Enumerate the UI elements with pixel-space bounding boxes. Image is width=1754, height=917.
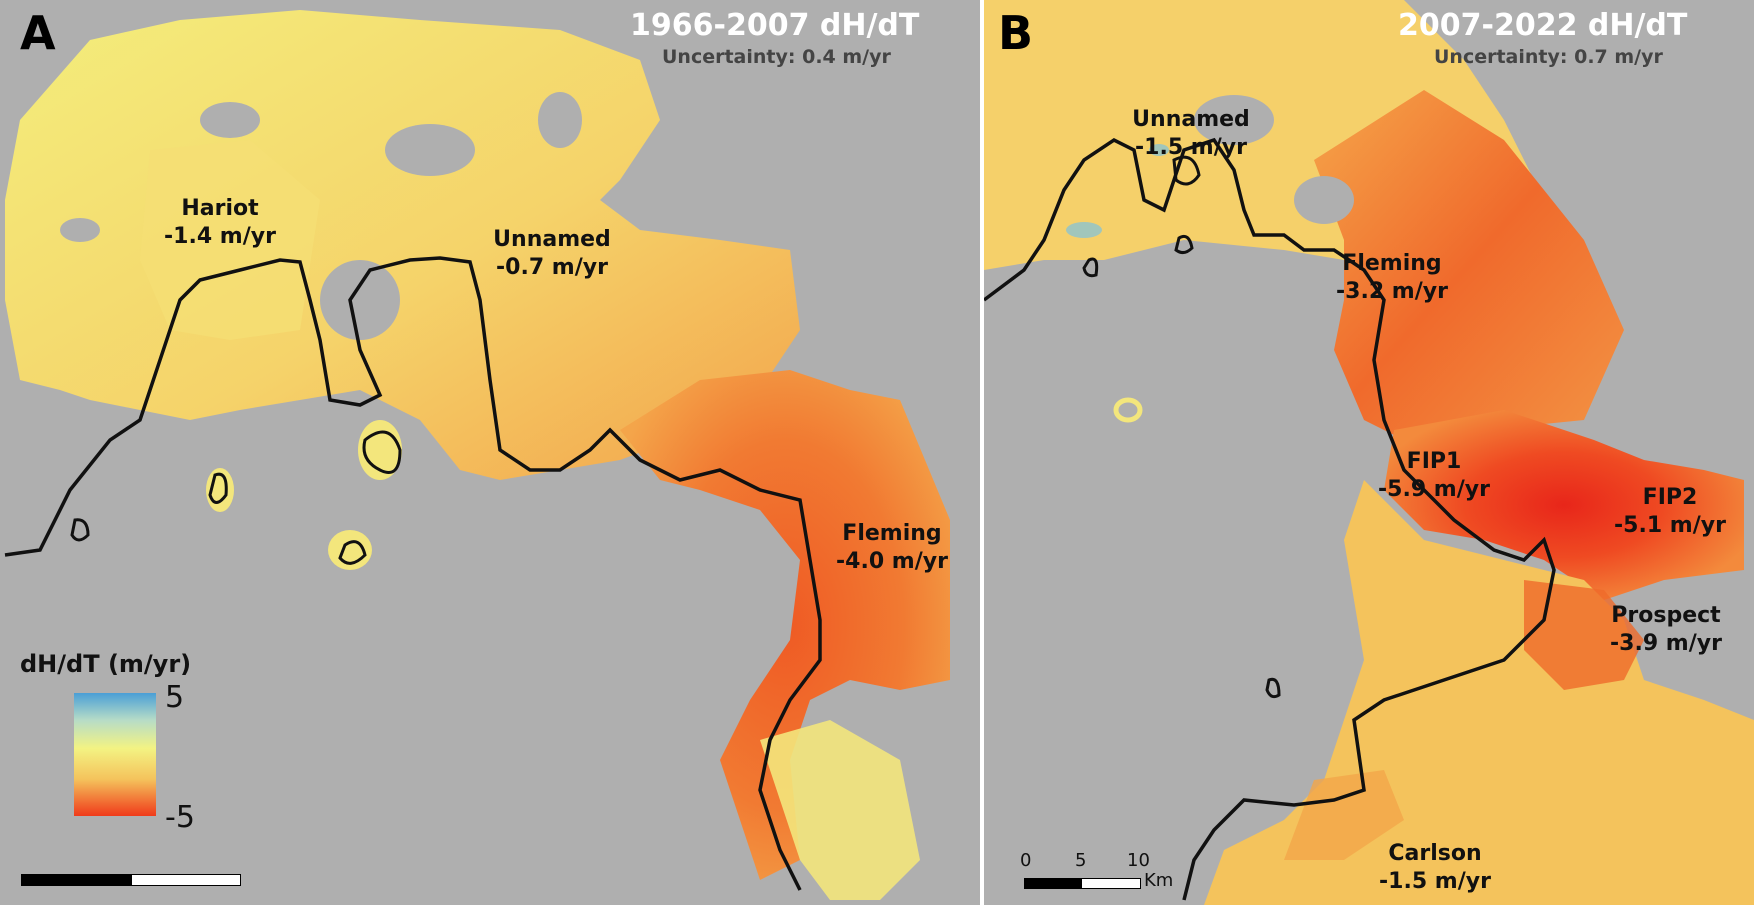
panel-letter: A [20, 6, 56, 60]
thickening-patch [1149, 144, 1169, 156]
coastline [984, 137, 1556, 901]
glacier-name: FIP1 [1406, 449, 1462, 474]
uncertainty-note: Uncertainty: 0.4 m/yr [662, 46, 891, 68]
glacier-rate: -1.5 m/yr [1135, 135, 1247, 160]
carlson-glacier-area [1284, 770, 1404, 860]
island-outline [208, 472, 228, 504]
prospect-glacier-area [1524, 580, 1644, 690]
glacier-rate: -4.0 m/yr [836, 549, 948, 574]
glacier-label: FIP1 -5.9 m/yr [1378, 448, 1490, 504]
nunatak [200, 102, 260, 138]
glacier-name: Hariot [181, 196, 259, 221]
glacier-name: Unnamed [493, 227, 611, 252]
scale-bar-segment [22, 875, 132, 885]
glacier-label: Fleming -3.2 m/yr [1336, 250, 1448, 306]
scale-tick: 5 [1075, 850, 1087, 871]
island-outline [362, 430, 402, 474]
glacier-label: Carlson -1.5 m/yr [1379, 840, 1491, 896]
nunatak [1294, 176, 1354, 224]
hariot-glacier-area [140, 140, 320, 340]
panel-title: 2007-2022 dH/dT [1398, 8, 1688, 43]
panel-b-map: B 2007-2022 dH/dT Uncertainty: 0.7 m/yr … [984, 0, 1754, 905]
scale-bar [21, 874, 241, 886]
glacier-name: Fleming [842, 521, 942, 546]
bay-interior [320, 260, 400, 340]
ice-field-south [760, 720, 920, 900]
scale-unit: Km [1144, 870, 1174, 891]
island-outline [1265, 677, 1281, 699]
panel-a-dhdt-raster [4, 10, 950, 900]
glacier-rate: -3.9 m/yr [1610, 631, 1722, 656]
coastline [4, 256, 822, 891]
nunatak [60, 218, 100, 242]
fleming-glacier-area [620, 370, 950, 880]
panel-letter: B [998, 6, 1034, 60]
glacier-label: Hariot -1.4 m/yr [164, 195, 276, 251]
glacier-rate: -5.1 m/yr [1614, 513, 1726, 538]
glacier-rate: -0.7 m/yr [496, 255, 608, 280]
glacier-rate: -1.5 m/yr [1379, 869, 1491, 894]
glacier-name: Prospect [1611, 603, 1721, 628]
glacier-label: FIP2 -5.1 m/yr [1614, 484, 1726, 540]
fleming-glacier-area [1314, 90, 1624, 440]
thickening-patch [1066, 222, 1102, 238]
scale-tick: 10 [1127, 850, 1150, 871]
uncertainty-note: Uncertainty: 0.7 m/yr [1434, 46, 1663, 68]
glacier-rate: -5.9 m/yr [1378, 477, 1490, 502]
island-outline [1082, 257, 1099, 278]
scale-tick: 0 [1020, 850, 1032, 871]
panel-b-dhdt-raster [984, 0, 1754, 905]
glacier-name: FIP2 [1642, 485, 1698, 510]
panel-title: 1966-2007 dH/dT [630, 8, 920, 43]
island-outline [70, 518, 90, 542]
glacier-label: Unnamed -0.7 m/yr [493, 226, 611, 282]
nunatak [538, 92, 582, 148]
scale-bar [1024, 878, 1141, 889]
glacier-name: Fleming [1342, 251, 1442, 276]
island [1113, 397, 1143, 423]
glacier-label: Fleming -4.0 m/yr [836, 520, 948, 576]
island-outline [1174, 234, 1194, 255]
panel-a-map: A 1966-2007 dH/dT Uncertainty: 0.4 m/yr … [0, 0, 980, 905]
island-outline [338, 540, 367, 565]
legend-min-label: -5 [165, 800, 195, 835]
island-outline [1172, 155, 1201, 186]
nunatak [1194, 95, 1274, 145]
legend-color-ramp [74, 693, 156, 816]
glacier-label: Prospect -3.9 m/yr [1610, 602, 1722, 658]
legend-title: dH/dT (m/yr) [20, 650, 192, 678]
nunatak [385, 124, 475, 176]
glacier-rate: -3.2 m/yr [1336, 279, 1448, 304]
glacier-name: Carlson [1388, 841, 1482, 866]
legend-max-label: 5 [165, 680, 185, 715]
glacier-name: Unnamed [1132, 107, 1250, 132]
glacier-rate: -1.4 m/yr [164, 224, 276, 249]
glacier-label: Unnamed -1.5 m/yr [1132, 106, 1250, 162]
fip-glacier-area [1384, 410, 1744, 600]
scale-bar-segment [1025, 879, 1082, 888]
